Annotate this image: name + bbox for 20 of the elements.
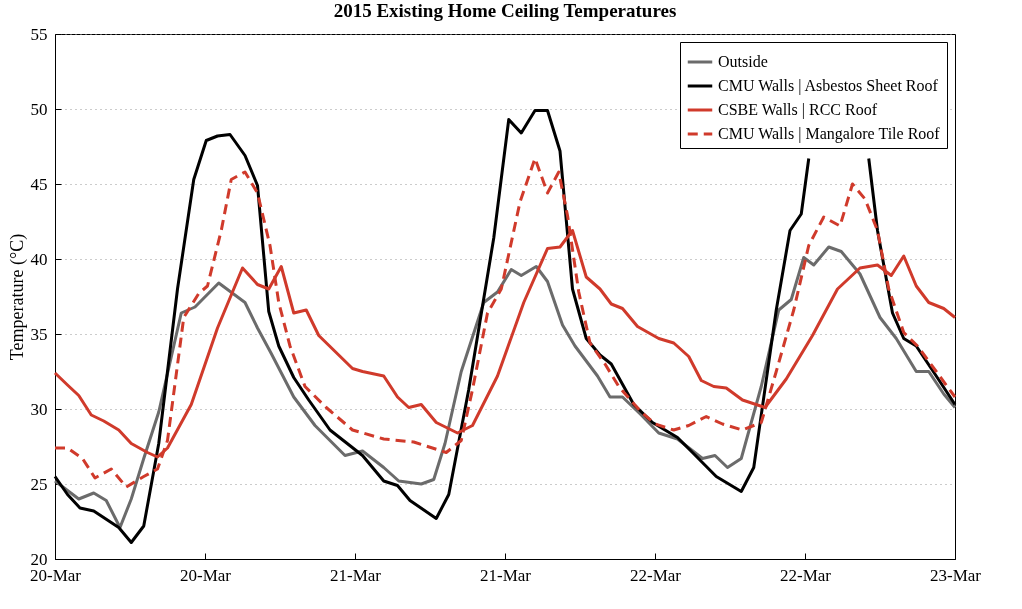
legend-label: Outside: [718, 53, 768, 70]
y-tick-label: 55: [30, 24, 48, 44]
y-tick-label: 35: [30, 324, 48, 344]
x-tick-label: 23-Mar: [930, 565, 982, 585]
x-tick-label: 22-Mar: [630, 565, 682, 585]
y-tick-label: 40: [30, 249, 48, 269]
x-tick-label: 22-Mar: [780, 565, 832, 585]
y-tick-label: 25: [30, 474, 48, 494]
x-tick-label: 21-Mar: [330, 565, 382, 585]
y-tick-label: 50: [30, 99, 48, 119]
line-series: [53, 245, 957, 529]
legend-label: CSBE Walls | RCC Roof: [718, 101, 878, 119]
y-axis-title: Temperature (°C): [6, 233, 28, 361]
y-tick-label: 30: [30, 399, 48, 419]
legend-label: CMU Walls | Asbestos Sheet Roof: [718, 77, 939, 95]
chart-title: 2015 Existing Home Ceiling Temperatures: [333, 0, 677, 21]
y-tick-label: 45: [30, 174, 48, 194]
legend-label: CMU Walls | Mangalore Tile Roof: [718, 125, 941, 143]
x-tick-label: 20-Mar: [180, 565, 232, 585]
x-tick-label: 21-Mar: [480, 565, 532, 585]
